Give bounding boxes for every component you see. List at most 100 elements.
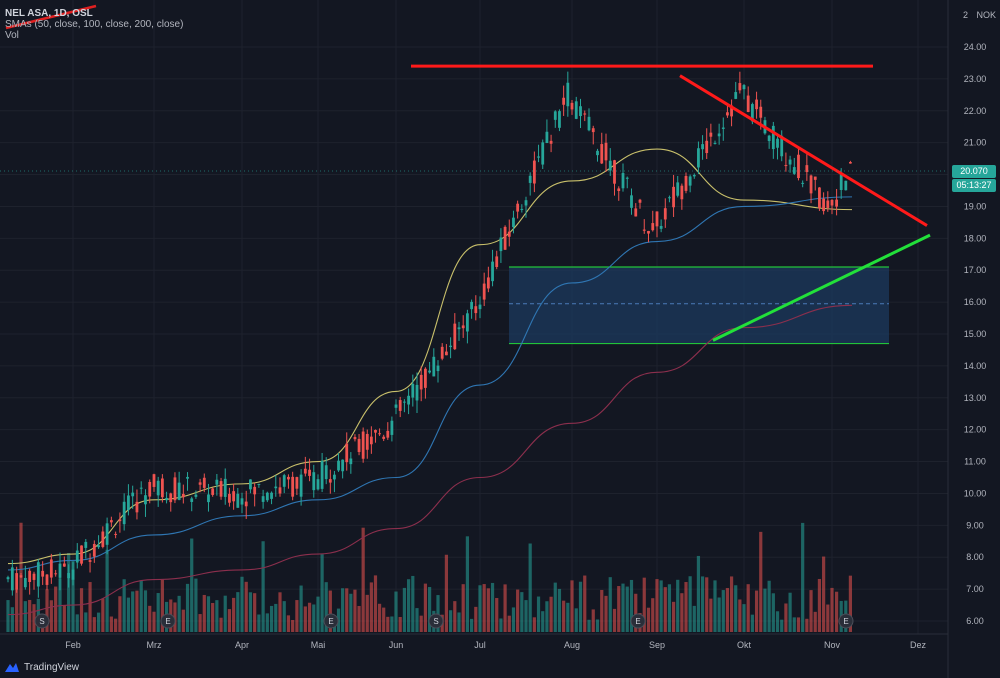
candle-body xyxy=(278,487,282,494)
candle-body xyxy=(19,575,23,578)
volume-bar xyxy=(23,601,27,632)
candle-body xyxy=(101,531,105,547)
chart-legend[interactable]: NEL ASA, 1D, OSL SMAs (50, close, 100, c… xyxy=(5,8,183,41)
candle-body xyxy=(591,128,595,133)
candle-body xyxy=(316,479,320,490)
candle-body xyxy=(776,138,779,148)
event-marker-label: E xyxy=(165,617,170,626)
candle-body xyxy=(428,370,431,373)
volume-bar xyxy=(244,581,248,632)
event-marker[interactable] xyxy=(34,613,50,629)
event-marker[interactable] xyxy=(160,613,176,629)
last-price-label: 20.070 xyxy=(952,165,996,178)
candle-body xyxy=(634,208,638,217)
volume-bar xyxy=(101,598,105,632)
candle-body xyxy=(734,92,738,99)
volume-bar xyxy=(62,605,66,632)
candle-body xyxy=(236,493,240,508)
event-marker-label: S xyxy=(39,617,44,626)
volume-bar xyxy=(377,603,382,632)
candle-body xyxy=(676,182,680,196)
candle-body xyxy=(663,208,667,220)
candle-body xyxy=(608,160,612,171)
range-zone-fill xyxy=(509,267,889,344)
candle-body xyxy=(160,478,164,498)
candle-body xyxy=(453,323,457,350)
volume-bar xyxy=(520,592,524,632)
volume-bar xyxy=(148,605,152,632)
candle-body xyxy=(228,493,231,503)
candle-body xyxy=(173,477,177,501)
candle-body xyxy=(135,501,139,513)
candle-body xyxy=(6,577,10,580)
volume-bar xyxy=(118,596,122,632)
upper-trendline[interactable] xyxy=(679,74,928,227)
candle-body xyxy=(109,520,113,523)
volume-bar xyxy=(796,617,801,632)
event-marker[interactable] xyxy=(428,613,444,629)
candle-body xyxy=(621,173,625,189)
candle-body xyxy=(88,560,92,562)
currency-label[interactable]: NOK xyxy=(976,10,996,20)
candle-body xyxy=(139,487,143,489)
volume-bar xyxy=(600,589,604,632)
volume-legend[interactable]: Vol xyxy=(5,30,19,41)
volume-bar xyxy=(67,552,71,632)
volume-bar xyxy=(10,607,14,632)
event-marker[interactable] xyxy=(838,613,854,629)
candles xyxy=(6,71,852,598)
volume-bar xyxy=(574,608,578,632)
price-tick-label: 21.00 xyxy=(964,138,987,148)
volume-bar xyxy=(659,580,663,632)
volume-bar xyxy=(181,609,185,632)
candle-body xyxy=(58,563,62,578)
time-tick-label: Jun xyxy=(389,640,404,650)
volume-bar xyxy=(190,538,194,632)
candle-body xyxy=(341,459,345,472)
candle-body xyxy=(97,545,100,548)
sma-legend[interactable]: SMAs (50, close, 100, close, 200, close) xyxy=(5,19,184,30)
candle-body xyxy=(801,182,805,184)
event-marker[interactable] xyxy=(630,613,646,629)
drawings[interactable] xyxy=(411,64,931,342)
candle-body xyxy=(75,550,79,563)
tradingview-logo[interactable]: TradingView xyxy=(4,661,79,673)
candle-body xyxy=(830,199,834,206)
candle-body xyxy=(114,533,118,535)
candle-body xyxy=(211,488,215,495)
event-marker[interactable] xyxy=(323,613,339,629)
candle-body xyxy=(144,495,147,505)
candle-body xyxy=(32,573,36,580)
volume-bar xyxy=(746,584,750,632)
candle-body xyxy=(726,112,729,116)
volume-bar xyxy=(365,594,369,632)
candle-body xyxy=(780,135,784,157)
candle-body xyxy=(470,301,473,310)
volume-bar xyxy=(419,615,423,632)
sma-line xyxy=(7,196,853,571)
candle-body xyxy=(574,101,578,119)
candle-body xyxy=(320,460,324,489)
symbol-legend[interactable]: NEL ASA, 1D, OSL xyxy=(5,8,93,19)
candle-body xyxy=(10,567,14,591)
time-axis[interactable]: Feb Mrz Apr Mai Jun Jul Aug Sep Okt Nov Dez xyxy=(65,640,926,650)
price-tick-label: 6.00 xyxy=(966,616,984,626)
candle-body xyxy=(600,144,604,164)
candle-body xyxy=(771,125,775,150)
lower-trendline[interactable] xyxy=(712,233,931,342)
volume-bar xyxy=(621,583,625,632)
candle-body xyxy=(253,486,257,495)
candle-body xyxy=(303,468,307,474)
price-tick-label: 13.00 xyxy=(964,393,987,403)
volume-bar xyxy=(604,595,608,632)
candle-body xyxy=(369,436,373,445)
volume-bar xyxy=(394,591,398,632)
price-tick-label: 22.00 xyxy=(964,106,987,116)
event-marker-label: E xyxy=(843,617,848,626)
volume-bar xyxy=(407,579,411,632)
candle-body xyxy=(194,494,198,497)
volume-bar xyxy=(79,588,84,632)
candle-body xyxy=(767,135,771,142)
